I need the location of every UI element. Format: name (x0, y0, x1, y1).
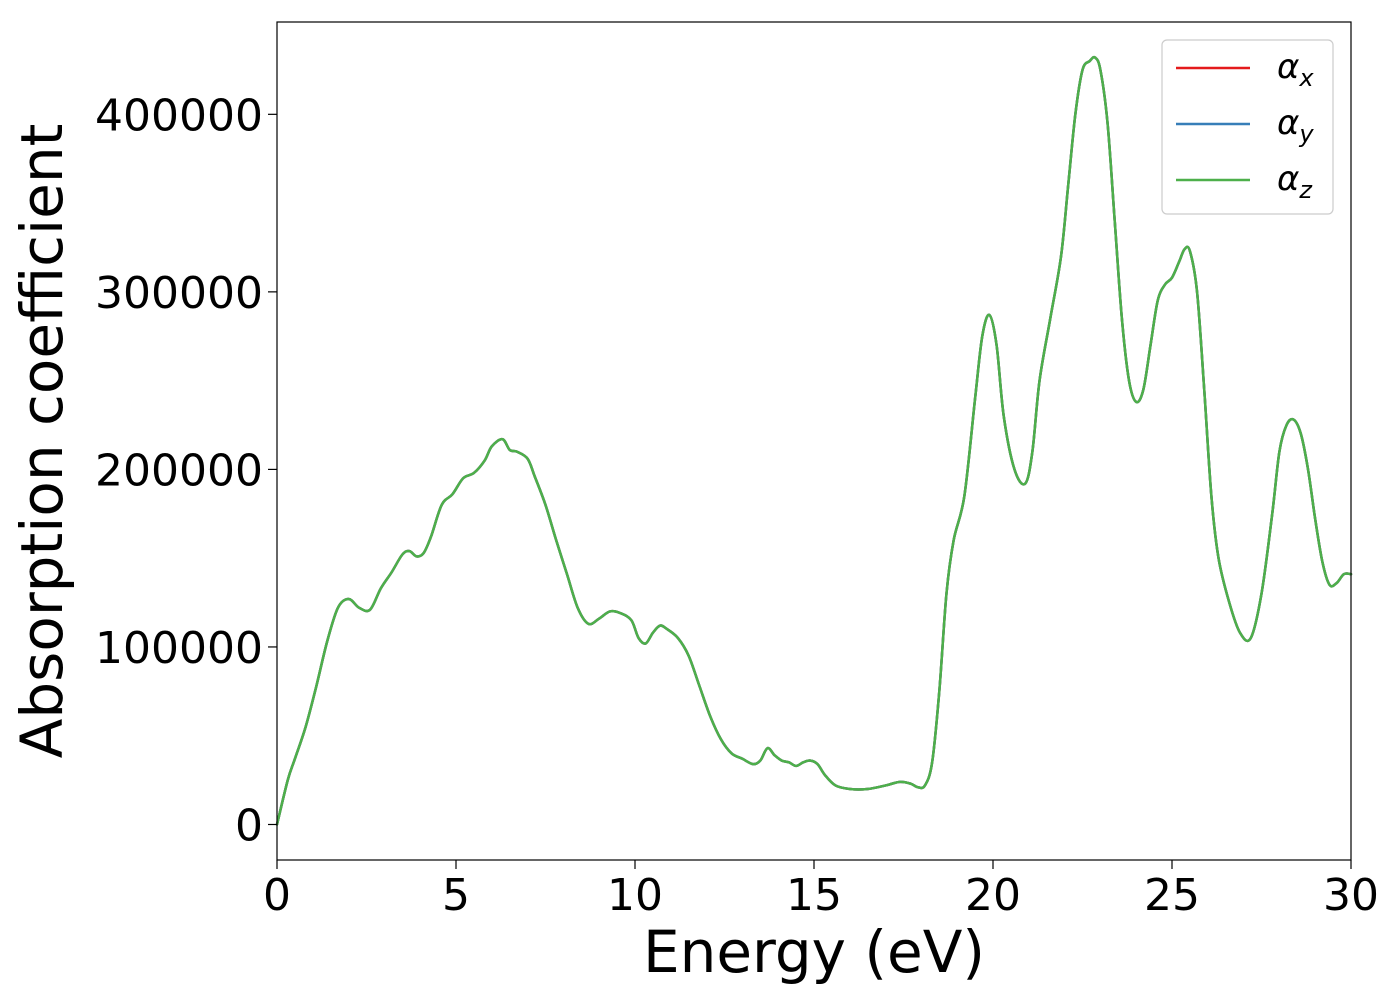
y-axis-label: Absorption coefficient (8, 124, 76, 759)
y-tick-label: 400000 (95, 90, 263, 141)
legend-box (1161, 39, 1334, 215)
x-tick-label: 10 (607, 870, 663, 921)
y-axis-ticks: 0 100000 200000 300000 400000 (95, 90, 277, 851)
x-axis-label: Energy (eV) (643, 918, 985, 986)
series-layer (275, 55, 1353, 826)
x-tick-label: 5 (442, 870, 470, 921)
x-tick-label: 30 (1323, 870, 1379, 921)
legend-label-3: αz (1277, 159, 1313, 204)
y-tick-label: 300000 (95, 268, 263, 319)
x-tick-label: 20 (965, 870, 1021, 921)
series-line-3 (275, 55, 1353, 826)
y-tick-label: 0 (235, 800, 263, 851)
x-axis-ticks: 0 5 10 15 20 25 30 (263, 860, 1379, 921)
x-tick-label: 25 (1144, 870, 1200, 921)
x-tick-label: 15 (786, 870, 842, 921)
y-tick-label: 100000 (95, 623, 263, 674)
y-tick-label: 200000 (95, 445, 263, 496)
x-tick-label: 0 (263, 870, 291, 921)
